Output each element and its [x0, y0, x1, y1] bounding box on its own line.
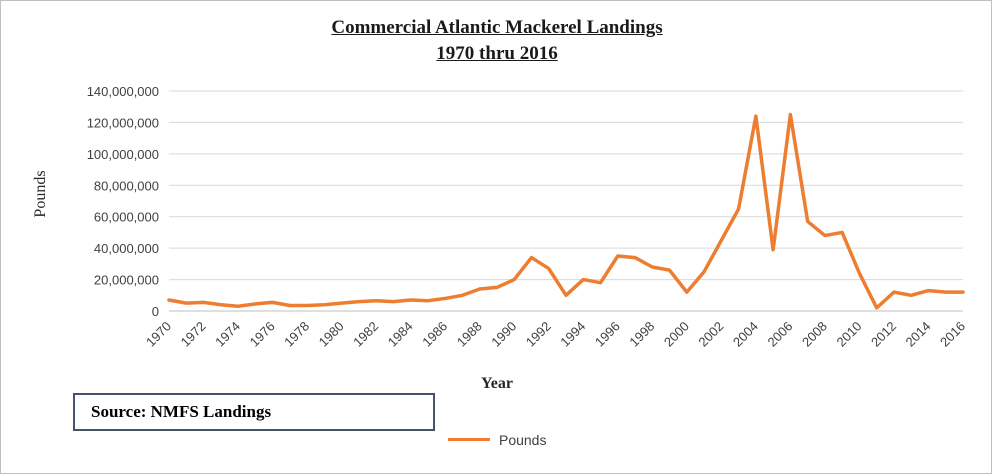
svg-text:80,000,000: 80,000,000 [94, 178, 159, 193]
line-chart: 0 20,000,000 40,000,000 60,000,000 80,000,00… [87, 84, 968, 350]
svg-text:1972: 1972 [178, 319, 209, 350]
svg-text:1976: 1976 [247, 319, 278, 350]
svg-text:60,000,000: 60,000,000 [94, 210, 159, 225]
legend: Pounds [1, 431, 991, 449]
svg-text:2000: 2000 [661, 319, 692, 350]
svg-text:1978: 1978 [281, 319, 312, 350]
svg-text:1986: 1986 [419, 319, 450, 350]
svg-text:2012: 2012 [868, 319, 899, 350]
svg-text:1984: 1984 [385, 319, 416, 350]
svg-text:2008: 2008 [799, 319, 830, 350]
legend-line-marker [447, 438, 490, 442]
svg-text:2010: 2010 [833, 319, 864, 350]
svg-text:1982: 1982 [350, 319, 381, 350]
svg-text:2004: 2004 [730, 319, 761, 350]
source-box: Source: NMFS Landings [73, 393, 435, 431]
svg-text:1992: 1992 [523, 319, 554, 350]
svg-text:2006: 2006 [764, 319, 795, 350]
svg-text:2014: 2014 [903, 319, 934, 350]
chart-title: Commercial Atlantic Mackerel Landings 19… [1, 15, 991, 66]
svg-text:0: 0 [152, 304, 159, 319]
svg-text:2002: 2002 [695, 319, 726, 350]
svg-text:1998: 1998 [626, 319, 657, 350]
chart-title-line2: 1970 thru 2016 [436, 42, 558, 64]
svg-text:1990: 1990 [488, 319, 519, 350]
svg-text:1970: 1970 [143, 319, 174, 350]
svg-text:120,000,000: 120,000,000 [87, 115, 159, 130]
svg-text:40,000,000: 40,000,000 [94, 241, 159, 256]
x-axis-title: Year [481, 375, 513, 392]
svg-text:1996: 1996 [592, 319, 623, 350]
svg-text:1974: 1974 [212, 319, 243, 350]
svg-text:1980: 1980 [316, 319, 347, 350]
svg-text:2016: 2016 [937, 319, 968, 350]
svg-text:1994: 1994 [557, 319, 588, 350]
svg-text:100,000,000: 100,000,000 [87, 147, 159, 162]
legend-label: Pounds [498, 431, 547, 448]
chart-title-line1: Commercial Atlantic Mackerel Landings [331, 17, 663, 38]
svg-text:1988: 1988 [454, 319, 485, 350]
source-text: Source: NMFS Landings [91, 402, 272, 421]
svg-text:140,000,000: 140,000,000 [87, 84, 159, 99]
svg-text:20,000,000: 20,000,000 [94, 273, 159, 288]
